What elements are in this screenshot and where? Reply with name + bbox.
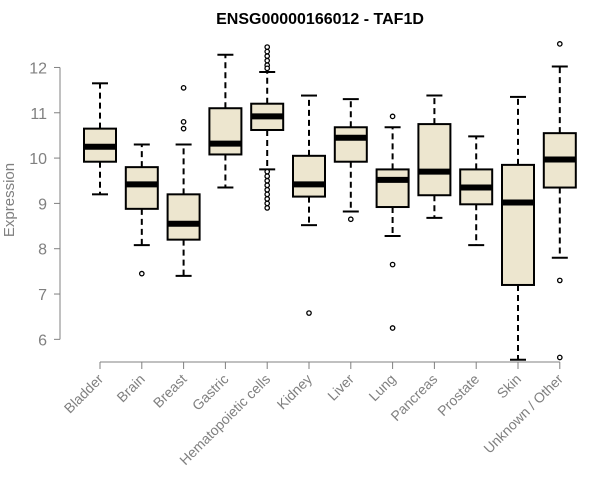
x-tick-label: Breast [150,371,190,411]
x-tick-label: Unknown / Other [480,371,566,457]
outlier-point [180,84,187,91]
outlier-point [264,196,271,202]
outlier-point [264,44,271,50]
y-tick-label: 8 [38,242,47,259]
iqr-box [501,163,535,286]
outlier-point [264,182,271,189]
y-tick-label: 11 [30,106,47,123]
iqr-box [124,166,159,210]
iqr-box [166,193,201,241]
outlier-point [389,261,396,268]
x-tick-label: Bladder [61,371,107,417]
outlier-point [556,277,563,284]
outlier-point [264,168,271,175]
iqr-box [292,154,326,198]
outlier-point [264,191,271,198]
box-lung [375,113,410,331]
y-tick-label: 10 [29,151,47,168]
outlier-point [264,57,271,64]
y-axis: 6 7 8 9 10 11 12 [29,60,61,349]
iqr-box [333,126,368,163]
box-prostate [459,135,494,247]
box-unknown-other [542,41,577,361]
box-hematopoietic-cells [250,44,285,211]
iqr-box [417,123,452,197]
iqr-box [208,107,243,156]
box-skin [501,95,535,361]
outlier-point [264,53,271,59]
box-liver [333,98,368,223]
y-axis-label: Expression [1,163,18,237]
box-breast [166,84,201,277]
x-tick-label: Liver [324,371,357,404]
y-tick-label: 6 [38,332,47,349]
outlier-point [389,113,396,120]
x-tick-label: Prostate [434,371,482,419]
x-tick-label: Brain [113,371,147,405]
x-tick-label: Skin [494,371,525,402]
outlier-point [556,354,563,361]
box-kidney [292,94,326,316]
y-tick-label: 7 [38,287,47,304]
outlier-point [347,216,354,223]
outlier-point [556,41,563,47]
outlier-point [180,125,187,132]
boxes [83,41,577,361]
box-bladder [83,82,117,196]
outlier-point [138,270,145,277]
outlier-point [264,200,271,207]
outlier-point [264,173,271,180]
outlier-point [180,118,187,125]
x-tick-label: Kidney [274,371,316,413]
box-brain [124,143,159,277]
box-gastric [208,53,243,189]
x-tick-label: Lung [365,371,398,404]
outlier-point [306,310,312,316]
outlier-point [264,177,271,184]
outlier-point [389,325,396,331]
outlier-point [264,48,271,55]
box-pancreas [417,94,452,219]
outlier-point [264,205,271,211]
chart-title: ENSG00000166012 - TAF1D [216,11,424,28]
outlier-point [264,186,271,193]
y-tick-label: 12 [29,60,47,77]
iqr-box [375,168,410,209]
outlier-point [264,65,271,72]
y-tick-label: 9 [38,196,47,213]
